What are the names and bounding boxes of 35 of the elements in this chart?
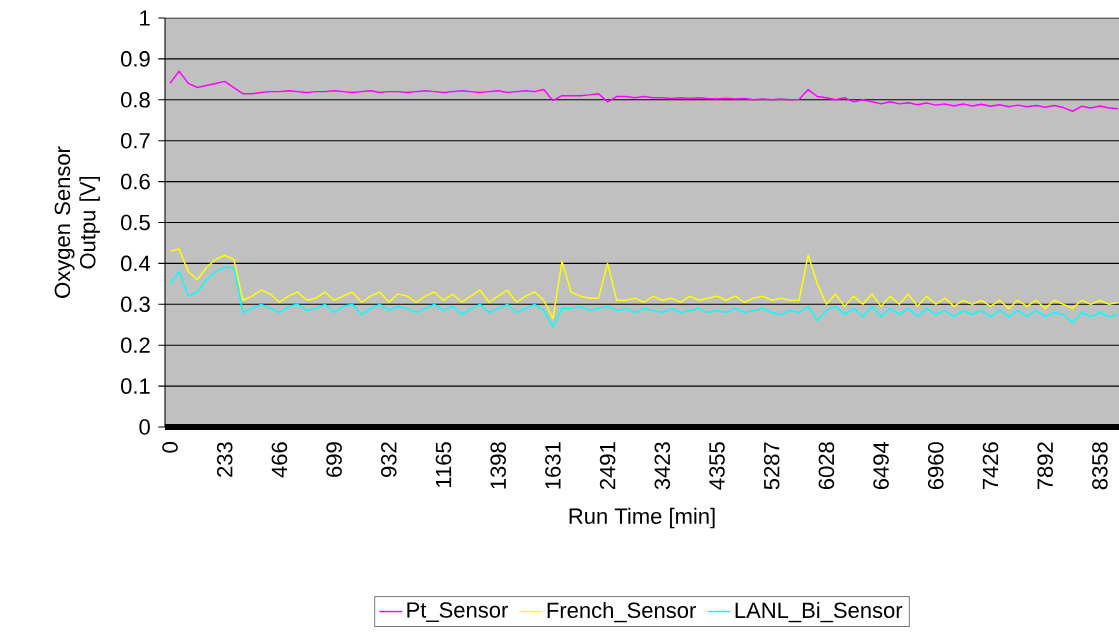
x-tick-label: 6028 (818, 442, 835, 490)
legend-label: Pt_Sensor (407, 602, 508, 622)
line-series (169, 266, 1119, 328)
x-tick-label: 7426 (982, 442, 999, 490)
x-tick-label: 6960 (927, 442, 944, 490)
y-tick-label: 0 (139, 419, 150, 435)
legend-label: LANL_Bi_Sensor (735, 601, 903, 623)
x-tick-label: 6494 (873, 441, 889, 490)
y-tick-label: 0.1 (121, 378, 150, 394)
x-tick-label: 1165 (435, 442, 452, 487)
x-tick-label: 1631 (545, 442, 561, 489)
y-axis-title: Oxygen Sensor Outpu [V] (54, 146, 100, 298)
y-tick-label: 0.5 (121, 214, 150, 231)
y-tick-label: 0.9 (121, 51, 150, 67)
y-tick-label: 0.2 (121, 337, 150, 353)
x-tick-label: 8358 (1092, 442, 1108, 490)
x-tick-label: 5287 (763, 442, 780, 490)
y-tick-label: 0.6 (121, 173, 150, 190)
x-tick-label: 932 (381, 442, 397, 477)
x-tick-label: 466 (271, 442, 288, 478)
x-tick-label: 233 (216, 442, 233, 477)
x-tick-label: 1398 (490, 442, 506, 489)
x-tick-label: 4355 (709, 442, 725, 490)
x-tick-label: 3423 (654, 442, 671, 490)
x-tick-label: 699 (326, 442, 342, 477)
x-tick-label: 0 (162, 442, 178, 453)
y-tick-label: 0.4 (121, 255, 151, 272)
y-tick-label: 0.3 (121, 296, 150, 313)
y-tick-label: 0.8 (121, 92, 150, 108)
legend-label: French_Sensor (547, 601, 696, 623)
x-tick-label: 2491 (599, 442, 616, 490)
x-tick-label: 7892 (1037, 442, 1053, 490)
x-axis-title: Run Time [min] (569, 507, 715, 529)
y-tick-label: 0.7 (121, 132, 150, 149)
y-tick-label: 1 (140, 10, 150, 26)
